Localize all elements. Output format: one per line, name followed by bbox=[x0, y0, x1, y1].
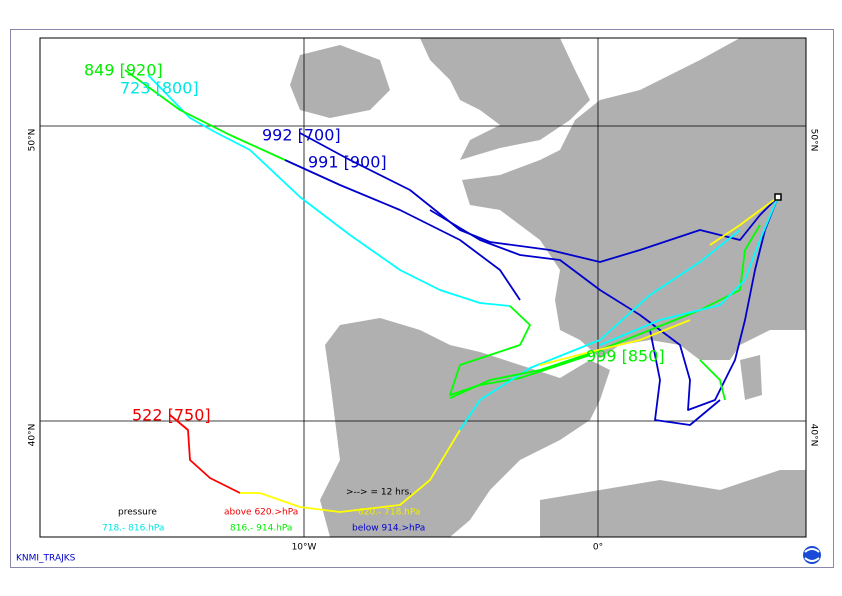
trajectory-label: 999 [850] bbox=[586, 347, 665, 366]
legend-title: pressure bbox=[118, 508, 157, 518]
trajectory bbox=[284, 159, 521, 301]
trajectory bbox=[699, 359, 726, 401]
lon-label: 0° bbox=[593, 543, 603, 553]
trajectory bbox=[449, 224, 761, 399]
lat-label: 50°N bbox=[809, 129, 819, 152]
trajectory bbox=[459, 229, 741, 431]
africa bbox=[540, 470, 806, 537]
trajectory bbox=[429, 196, 779, 411]
trajectory bbox=[147, 74, 511, 307]
trajectory-label: 991 [900] bbox=[308, 153, 387, 172]
lat-label: 50°N bbox=[28, 129, 38, 152]
legend-entry: below 914.>hPa bbox=[352, 524, 425, 534]
land bbox=[290, 38, 806, 537]
trajectory bbox=[709, 196, 779, 246]
lat-label: 40°N bbox=[28, 424, 38, 447]
trajectory-label: 849 [920] bbox=[84, 61, 163, 80]
trajectory-label: 992 [700] bbox=[262, 126, 341, 145]
trajectory bbox=[169, 414, 241, 494]
arrow-note: >--> = 12 hrs. bbox=[346, 488, 412, 498]
trajectory bbox=[599, 196, 779, 346]
sardinia bbox=[740, 355, 762, 400]
legend-entry: 816.- 914.hPa bbox=[230, 524, 292, 534]
map-frame bbox=[39, 37, 807, 538]
trajectory bbox=[299, 132, 779, 263]
britain bbox=[420, 38, 590, 160]
lon-label: 10°W bbox=[292, 543, 317, 553]
legend-entry: 620.- 718.hPa bbox=[358, 508, 420, 518]
ireland bbox=[290, 45, 390, 118]
trajectory-label: 522 [750] bbox=[132, 406, 211, 425]
trajectory bbox=[539, 319, 691, 366]
trajectory-label: 723 [800] bbox=[120, 79, 199, 98]
legend-entry: 718.- 816.hPa bbox=[102, 524, 164, 534]
page-border bbox=[10, 29, 834, 568]
lat-label: 40°N bbox=[809, 424, 819, 447]
trajectory bbox=[124, 69, 286, 161]
start-point bbox=[774, 193, 782, 201]
logo bbox=[803, 546, 821, 564]
trajectories bbox=[124, 69, 782, 513]
france bbox=[462, 38, 806, 360]
footer: KNMI_TRAJKS bbox=[16, 554, 76, 564]
trajectory bbox=[449, 305, 591, 396]
trajectory bbox=[649, 329, 721, 426]
legend-entry: above 620.>hPa bbox=[224, 508, 298, 518]
trajectory bbox=[240, 429, 461, 513]
